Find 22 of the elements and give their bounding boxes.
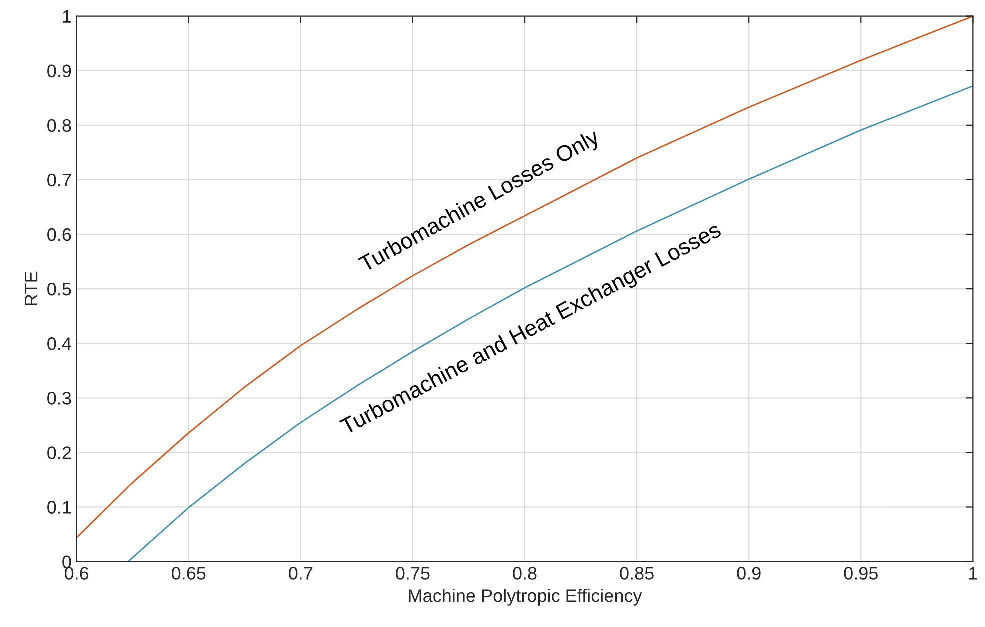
x-tick-label: 1 (970, 567, 978, 580)
y-axis-title: RTE (25, 272, 38, 306)
x-tick-label: 0.65 (172, 567, 206, 580)
y-tick-label: 0.6 (48, 228, 72, 242)
y-tick-label: 1 (63, 10, 72, 23)
y-tick-label: 0.8 (48, 119, 72, 132)
y-tick-label: 0.5 (48, 282, 72, 296)
y-tick-label: 0.4 (48, 338, 72, 350)
x-tick-label: 0.7 (289, 567, 313, 580)
y-tick-label: 0.9 (48, 64, 72, 78)
x-tick-label: 0.9 (737, 567, 761, 580)
y-tick-label: 0.3 (48, 392, 72, 405)
y-tick-label: 0.1 (48, 501, 72, 514)
line-series (128, 85, 974, 562)
x-tick-label: 0.8 (513, 567, 537, 580)
y-tick-label: 0 (62, 556, 72, 569)
y-tick-label: 0.2 (48, 446, 72, 460)
x-tick-label: 0.85 (620, 567, 654, 580)
x-axis-title: Machine Polytropic Efficiency (409, 589, 642, 606)
x-tick-label: 0.75 (396, 567, 430, 580)
y-tick-label: 0.7 (48, 174, 72, 187)
x-tick-label: 0.95 (844, 567, 878, 580)
